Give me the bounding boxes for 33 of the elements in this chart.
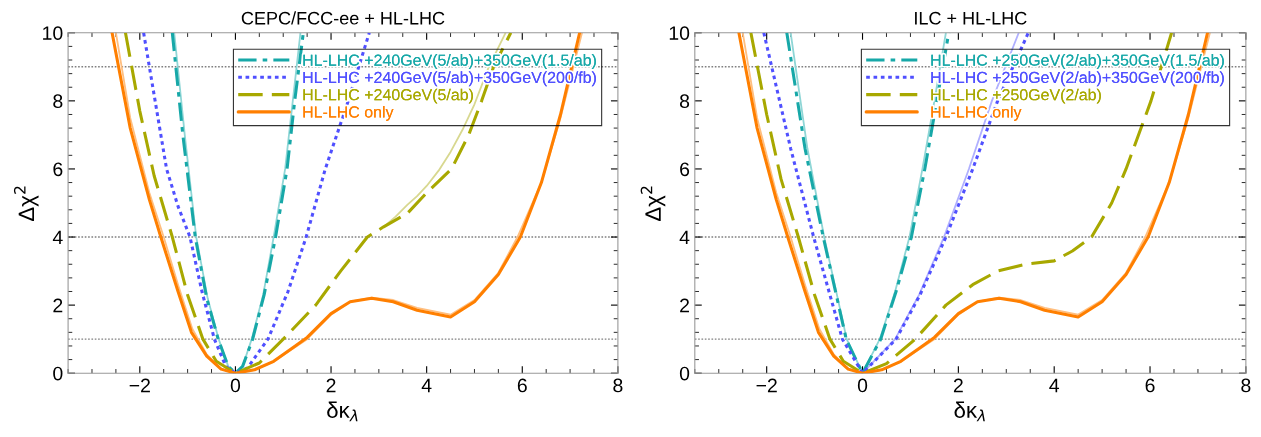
x-tick-label: 6 <box>517 378 527 393</box>
y-tick-label: 4 <box>52 230 63 245</box>
x-tick-label: −2 <box>756 378 777 393</box>
x-tick-label: 0 <box>857 378 868 393</box>
y-tick-label: 4 <box>679 230 690 245</box>
x-tick-label: 8 <box>613 378 623 393</box>
chart-title: CEPC/FCC-ee + HL-LHC <box>241 11 445 25</box>
legend-label: HL-LHC only <box>931 105 1022 121</box>
y-tick-label: 2 <box>680 298 689 313</box>
legend-label: HL-LHC +240GeV(5/ab) <box>303 88 473 104</box>
y-axis-title: Δχ$^{2}$ <box>13 186 39 221</box>
y-tick-label: 8 <box>679 94 690 109</box>
y-tick-label: 0 <box>53 366 63 381</box>
x-tick-label: 2 <box>326 378 336 393</box>
x-tick-label: 6 <box>1145 378 1155 393</box>
y-tick-label: 2 <box>53 298 63 313</box>
x-tick-label: 4 <box>1049 378 1060 393</box>
x-tick-label: −2 <box>129 378 150 393</box>
y-tick-label: 8 <box>53 94 63 109</box>
chart-title: ILC + HL-LHC <box>915 11 1027 25</box>
x-tick-label: 2 <box>953 378 963 393</box>
x-tick-label: 4 <box>421 378 432 393</box>
x-tick-label: 8 <box>1241 378 1251 393</box>
y-tick-label: 6 <box>53 162 63 177</box>
legend-label: HL-LHC only <box>303 105 394 121</box>
x-axis-title: δκ$_{λ}$ <box>954 401 985 422</box>
y-tick-label: 6 <box>680 162 690 177</box>
y-tick-label: 0 <box>679 366 690 381</box>
x-tick-label: 0 <box>230 378 241 393</box>
y-tick-label: 10 <box>669 26 690 41</box>
y-tick-label: 10 <box>43 26 63 41</box>
x-axis-title: δκ$_{λ}$ <box>327 401 358 422</box>
y-axis-title: Δχ$^{2}$ <box>640 186 666 221</box>
